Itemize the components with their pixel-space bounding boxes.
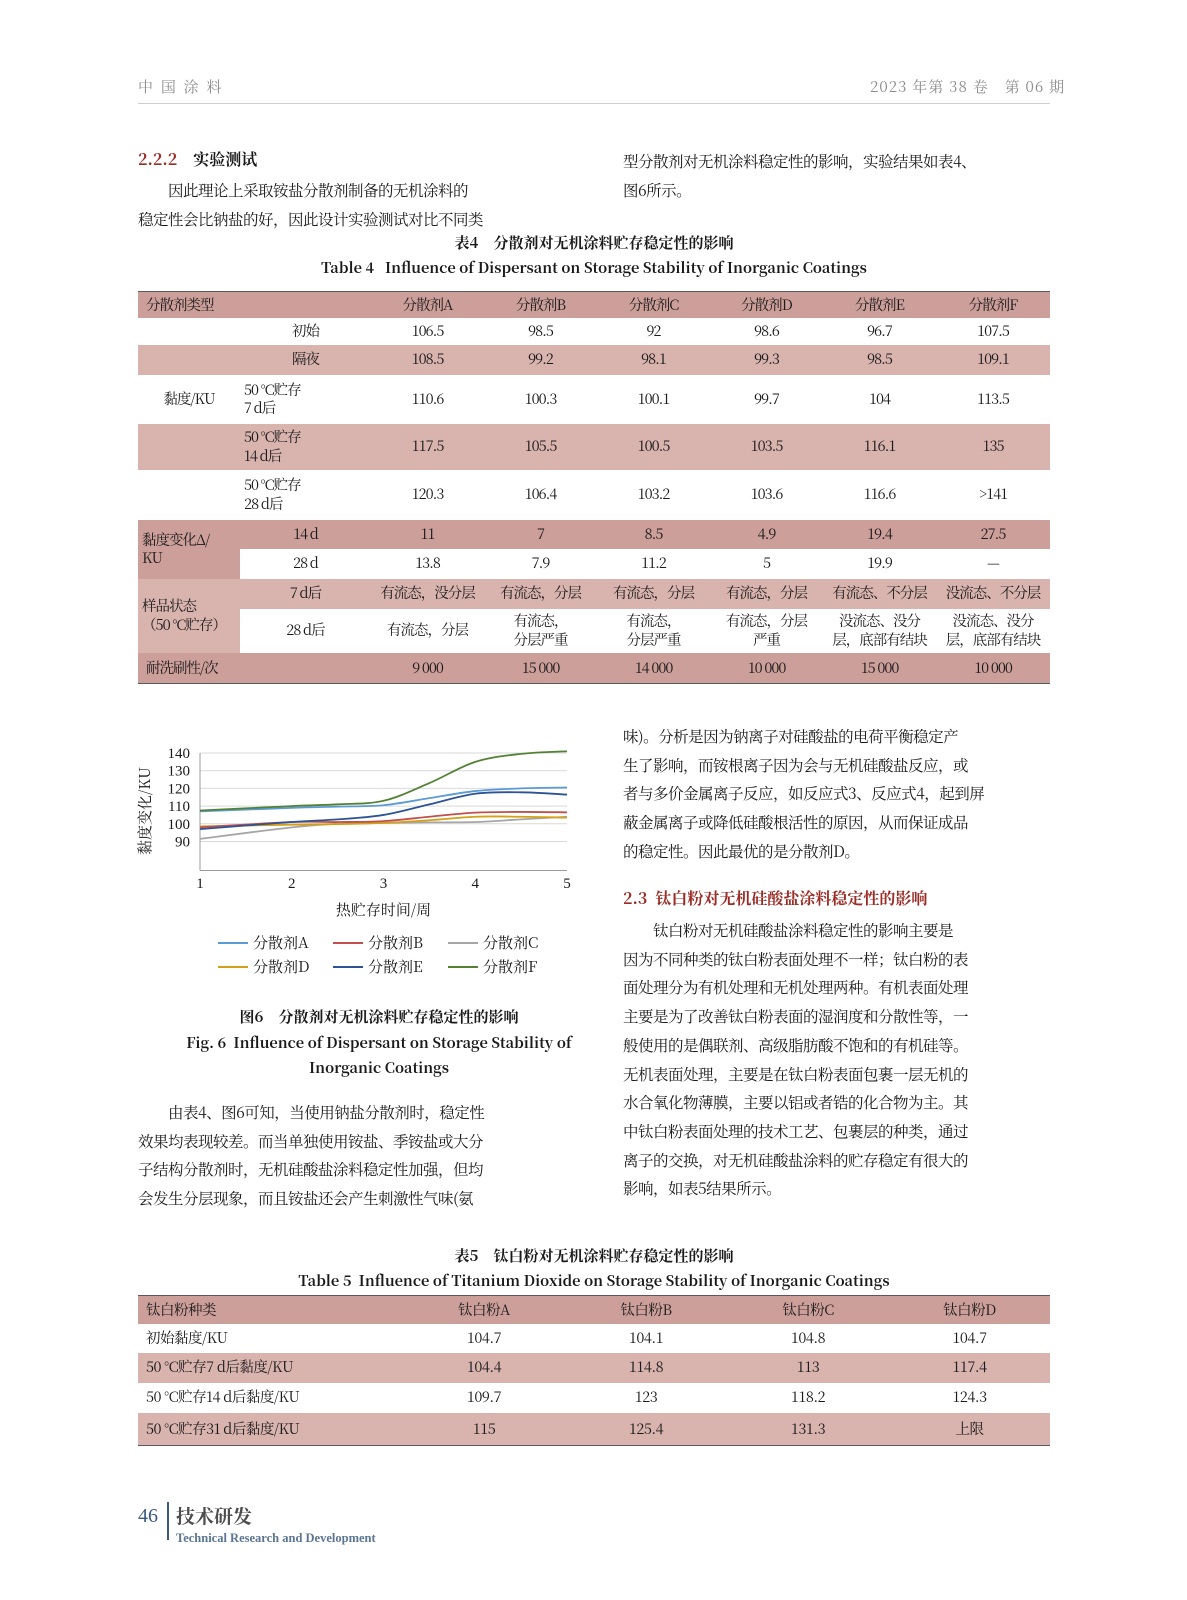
svg-text:分散剂D: 分散剂D <box>253 956 310 977</box>
svg-text:5: 5 <box>563 876 571 892</box>
svg-text:130: 130 <box>168 764 191 780</box>
svg-text:2: 2 <box>288 876 296 892</box>
svg-text:分散剂C: 分散剂C <box>483 932 538 953</box>
svg-text:分散剂F: 分散剂F <box>483 956 537 977</box>
svg-text:分散剂E: 分散剂E <box>368 956 423 977</box>
svg-text:分散剂A: 分散剂A <box>253 932 309 953</box>
svg-text:3: 3 <box>380 876 388 892</box>
svg-text:110: 110 <box>168 799 190 815</box>
svg-text:黏度变化/KU: 黏度变化/KU <box>134 767 155 855</box>
svg-text:4: 4 <box>472 876 480 892</box>
svg-text:140: 140 <box>168 746 191 762</box>
svg-text:120: 120 <box>168 781 191 797</box>
svg-text:100: 100 <box>168 817 191 833</box>
svg-text:热贮存时间/周: 热贮存时间/周 <box>336 899 431 920</box>
svg-text:1: 1 <box>196 876 204 892</box>
svg-text:分散剂B: 分散剂B <box>368 932 423 953</box>
svg-text:90: 90 <box>175 835 190 851</box>
